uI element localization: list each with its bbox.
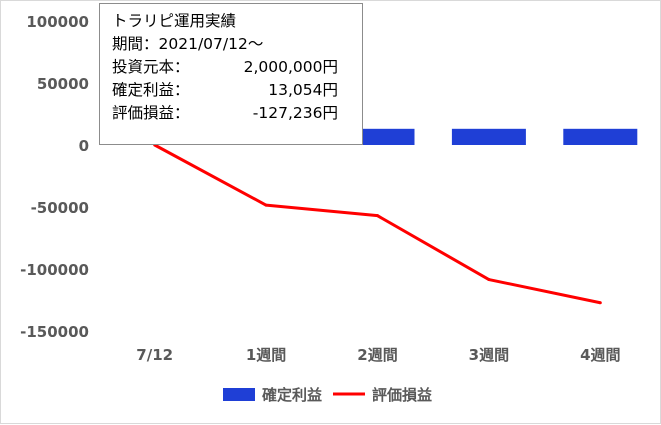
x-tick-label: 7/12 — [136, 346, 173, 364]
line-unrealized-pnl — [153, 143, 601, 305]
line-point — [264, 203, 268, 207]
info-period: 期間：2021/07/12～ — [112, 35, 264, 53]
y-tick-label: 100000 — [26, 13, 89, 31]
y-tick-label: 50000 — [37, 75, 89, 93]
info-title: トラリピ運用実績 — [112, 12, 237, 30]
info-row-realized: 確定利益： 13,054円 — [112, 79, 350, 102]
x-axis-ticks: 7/12 1週間 2週間 3週間 4週間 — [136, 346, 620, 364]
x-tick-label: 1週間 — [246, 346, 286, 364]
info-row-principal: 投資元本： 2,000,000円 — [112, 56, 350, 79]
y-tick-label: -100000 — [20, 261, 89, 279]
line-point — [598, 301, 602, 305]
y-tick-label: 0 — [79, 137, 89, 155]
y-axis-ticks: 100000 50000 0 -50000 -100000 -150000 — [20, 13, 89, 341]
y-tick-label: -50000 — [31, 199, 89, 217]
info-value: -127,236円 — [252, 104, 338, 122]
legend-swatch-bar — [223, 388, 255, 401]
info-label: 評価損益： — [112, 104, 190, 122]
info-row-unrealized: 評価損益： -127,236円 — [112, 102, 350, 125]
bar-realized-profit — [563, 128, 638, 145]
info-label: 確定利益： — [112, 81, 190, 99]
x-tick-label: 4週間 — [580, 346, 620, 364]
legend-label-bar: 確定利益 — [261, 386, 322, 404]
info-value: 2,000,000円 — [243, 58, 338, 76]
x-tick-label: 3週間 — [469, 346, 509, 364]
info-label: 投資元本： — [112, 58, 190, 76]
x-tick-label: 2週間 — [357, 346, 397, 364]
line-series — [153, 143, 602, 305]
y-tick-label: -150000 — [20, 323, 89, 341]
line-point — [487, 278, 491, 282]
line-point — [376, 214, 379, 218]
legend: 確定利益 評価損益 — [223, 386, 432, 404]
info-box: トラリピ運用実績 期間：2021/07/12～ 投資元本： 2,000,000円… — [99, 3, 363, 145]
legend-label-line: 評価損益 — [372, 386, 432, 404]
info-value: 13,054円 — [268, 81, 338, 99]
bar-realized-profit — [451, 128, 526, 145]
